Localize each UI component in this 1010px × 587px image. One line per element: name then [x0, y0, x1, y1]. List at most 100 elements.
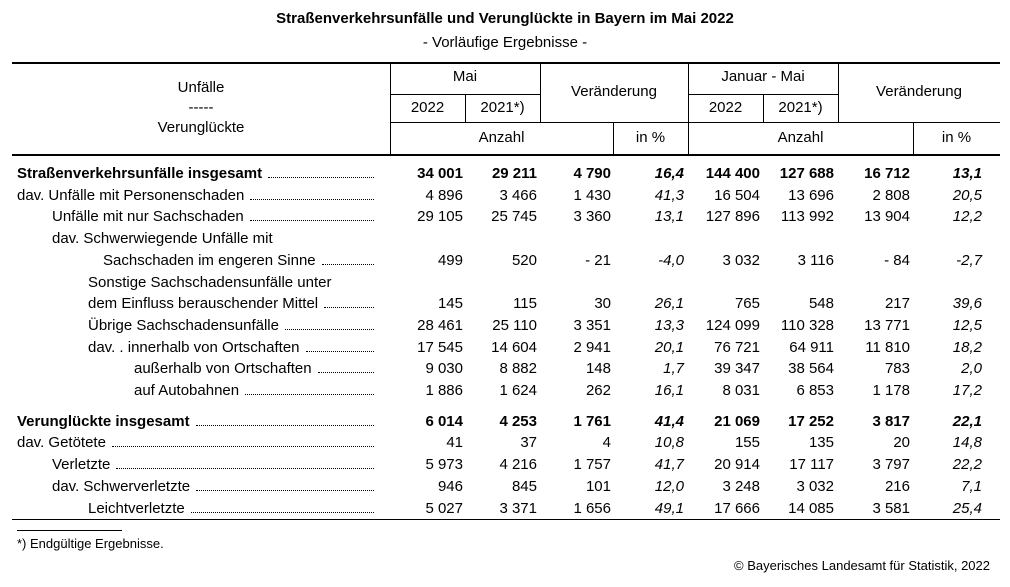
- row-label-text: Verunglückte insgesamt: [17, 413, 190, 430]
- subtitle: - Vorläufige Ergebnisse -: [422, 34, 588, 51]
- row-label-text: außerhalb von Ortschaften: [134, 360, 312, 377]
- row-label: Verletzte: [52, 455, 378, 475]
- year-header: 2022: [708, 99, 743, 116]
- row-label: Leichtverletzte: [88, 499, 378, 519]
- cell-value: 16 712: [864, 165, 910, 182]
- cell-value: 25,4: [952, 500, 982, 517]
- cell-value: 7,1: [961, 478, 982, 495]
- row-label-text: dem Einfluss berauschender Mittel: [88, 295, 319, 312]
- unit-header: in %: [635, 129, 666, 146]
- cell-value: 113 992: [780, 208, 834, 225]
- row-label-text: dav. Schwerverletzte: [52, 478, 191, 495]
- row-label: auf Autobahnen: [134, 381, 378, 401]
- unit-header: Anzahl: [478, 129, 525, 146]
- cell-value: 946: [437, 478, 463, 495]
- cell-value: 5 027: [425, 500, 463, 517]
- cell-value: 13 696: [788, 187, 834, 204]
- rule: [613, 122, 614, 155]
- leader-dots: [116, 468, 374, 469]
- group-header: Mai: [452, 68, 478, 85]
- cell-value: 6 014: [425, 413, 463, 430]
- row-label-text: Verletzte: [52, 456, 111, 473]
- year-header: 2021*): [778, 99, 823, 116]
- row-label-text: dav. Schwerwiegende Unfälle mit: [52, 230, 273, 247]
- cell-value: 41,4: [654, 413, 684, 430]
- cell-value: 22,1: [952, 413, 982, 430]
- cell-value: 37: [520, 434, 537, 451]
- row-label: dav. Schwerwiegende Unfälle mit: [52, 229, 378, 249]
- cell-value: 13,1: [654, 208, 684, 225]
- cell-value: 20,1: [654, 339, 684, 356]
- cell-value: 115: [513, 295, 537, 312]
- row-header: Unfälle: [177, 79, 225, 96]
- cell-value: 124 099: [705, 317, 760, 334]
- row-label-text: Unfälle mit nur Sachschaden: [52, 208, 244, 225]
- cell-value: 1 886: [425, 382, 463, 399]
- cell-value: 2 941: [573, 339, 611, 356]
- leader-dots: [196, 490, 374, 491]
- row-label-text: dav. Getötete: [17, 434, 106, 451]
- row-label-text: Sonstige Sachschadensunfälle unter: [88, 274, 332, 291]
- row-label: Sonstige Sachschadensunfälle unter: [88, 273, 378, 293]
- cell-value: 217: [884, 295, 910, 312]
- cell-value: - 21: [585, 252, 611, 269]
- cell-value: 144 400: [705, 165, 760, 182]
- rule: [12, 154, 1000, 156]
- cell-value: 3 797: [872, 456, 910, 473]
- cell-value: 548: [808, 295, 834, 312]
- cell-value: 29 105: [417, 208, 463, 225]
- leader-dots: [190, 512, 374, 513]
- cell-value: 17 117: [789, 456, 834, 473]
- cell-value: 783: [884, 360, 910, 377]
- cell-value: 28 461: [417, 317, 463, 334]
- cell-value: 8 031: [722, 382, 760, 399]
- rule: [540, 63, 541, 122]
- rule: [390, 122, 1000, 123]
- cell-value: 16,4: [654, 165, 684, 182]
- cell-value: 5 973: [425, 456, 463, 473]
- cell-value: 135: [808, 434, 834, 451]
- row-header: Verunglückte: [157, 119, 245, 136]
- row-label: Unfälle mit nur Sachschaden: [52, 207, 378, 227]
- cell-value: 3 581: [872, 500, 910, 517]
- cell-value: 148: [585, 360, 611, 377]
- cell-value: 3 817: [872, 413, 910, 430]
- row-label: dem Einfluss berauschender Mittel: [88, 294, 378, 314]
- cell-value: 10,8: [654, 434, 684, 451]
- cell-value: 76 721: [714, 339, 760, 356]
- rule: [12, 62, 1000, 64]
- cell-value: 1 656: [573, 500, 611, 517]
- row-label-text: dav. Unfälle mit Personenschaden: [17, 187, 245, 204]
- cell-value: 101: [585, 478, 611, 495]
- row-label: dav. Schwerverletzte: [52, 477, 378, 497]
- rule: [465, 94, 466, 122]
- cell-value: 6 853: [796, 382, 834, 399]
- row-label: Sachschaden im engeren Sinne: [103, 251, 378, 271]
- year-header: 2022: [410, 99, 445, 116]
- cell-value: 17 666: [714, 500, 760, 517]
- cell-value: 4 896: [425, 187, 463, 204]
- cell-value: 4 790: [573, 165, 611, 182]
- cell-value: 20,5: [952, 187, 982, 204]
- cell-value: 17 545: [417, 339, 463, 356]
- cell-value: 17 252: [788, 413, 834, 430]
- row-label: dav. . innerhalb von Ortschaften: [88, 338, 378, 358]
- group-header: Veränderung: [571, 83, 657, 100]
- cell-value: 3 360: [573, 208, 611, 225]
- unit-header: in %: [941, 129, 972, 146]
- row-label-text: Sachschaden im engeren Sinne: [103, 252, 316, 269]
- cell-value: 127 896: [705, 208, 760, 225]
- rule: [913, 122, 914, 155]
- cell-value: 41,7: [654, 456, 684, 473]
- cell-value: 39,6: [952, 295, 982, 312]
- cell-value: 4 216: [499, 456, 537, 473]
- row-label: dav. Unfälle mit Personenschaden: [17, 186, 378, 206]
- cell-value: 26,1: [654, 295, 684, 312]
- cell-value: 11 810: [865, 339, 910, 356]
- row-header: -----: [188, 99, 214, 116]
- cell-value: 13,3: [654, 317, 684, 334]
- rule: [12, 519, 1000, 520]
- cell-value: 29 211: [491, 165, 537, 182]
- cell-value: 2 808: [872, 187, 910, 204]
